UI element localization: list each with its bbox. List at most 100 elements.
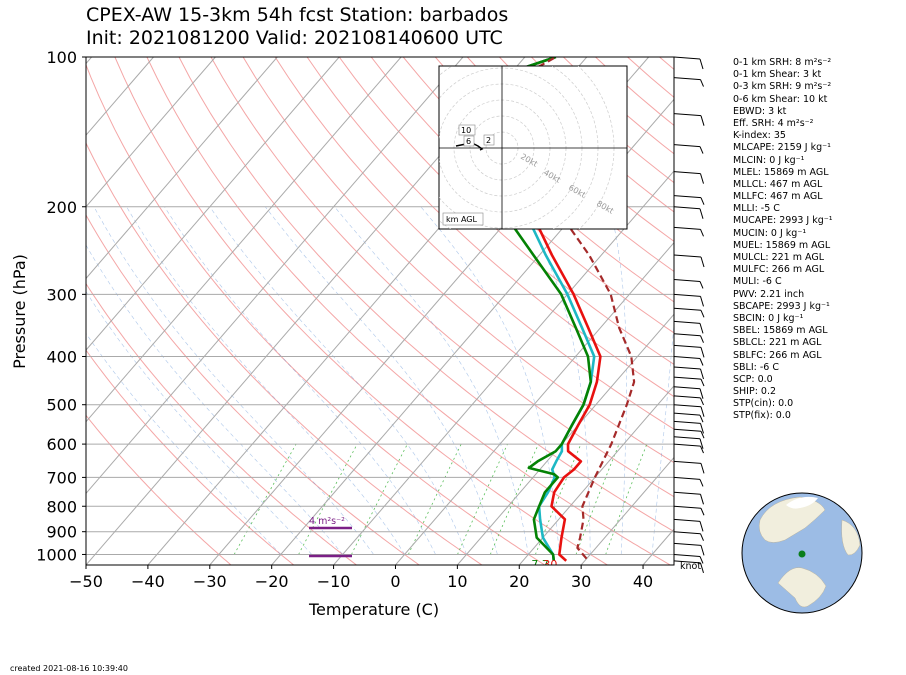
- sounding-index-line: MUCIN: 0 J kg⁻¹: [733, 227, 807, 239]
- wind-barbs: knot: [673, 56, 705, 573]
- wind-barb-flag: [699, 479, 704, 487]
- wind-barb-shaft: [673, 195, 702, 199]
- wind-barb-flag: [699, 208, 704, 219]
- globe-south-america: [777, 567, 827, 608]
- sounding-index-line: MULCL: 221 m AGL: [733, 252, 825, 263]
- sounding-index-line: SBLFC: 266 m AGL: [733, 349, 822, 361]
- wind-barb-flag: [699, 438, 704, 449]
- wind-barb-shaft: [673, 386, 701, 390]
- hodograph-height-box: [483, 134, 495, 146]
- sounding-index-line: STP(fix): 0.0: [733, 410, 791, 422]
- x-tick-label: −10: [317, 572, 351, 591]
- moist-adiabat: [86, 244, 343, 555]
- hodograph-title-box: [442, 212, 484, 226]
- x-tick-label: 30: [571, 572, 591, 591]
- sounding-index-line: 0-6 km Shear: 10 kt: [733, 93, 828, 105]
- hodograph-height-box: [463, 135, 475, 147]
- x-tick-label: 10: [447, 572, 467, 591]
- wind-barb-flag: [699, 556, 704, 564]
- y-tick-label: 100: [46, 48, 77, 67]
- wind-barb-flag: [700, 335, 704, 343]
- isotherm: [271, 98, 674, 565]
- plot-frame: [85, 56, 675, 566]
- wind-barb-shaft: [673, 144, 701, 148]
- wind-barb-flag: [699, 323, 704, 334]
- isotherm: [518, 385, 674, 565]
- y-tick-label: 600: [46, 435, 77, 454]
- sounding-index-line: MLLFC: 467 m AGL: [733, 191, 823, 203]
- wind-barb-flag: [699, 146, 704, 154]
- y-axis-label: Pressure (hPa): [9, 254, 29, 369]
- sounding-index-line: EBWD: 3 kt: [733, 105, 787, 117]
- x-tick-label: 20: [509, 572, 529, 591]
- pressure-axis: 100 200 300 400 500 600 700 800 900 1000: [36, 48, 86, 564]
- sounding-indices-panel: 0-1 km SRH: 8 m²s⁻² 0-1 km Shear: 3 kt 0-3…: [733, 57, 833, 423]
- dry-adiabat: [86, 349, 295, 565]
- wind-barb-shaft: [673, 344, 702, 348]
- hodograph-title: km AGL: [446, 215, 478, 224]
- sounding-index-line: SBLCL: 221 m AGL: [733, 337, 822, 349]
- wind-barb-shaft: [673, 420, 701, 424]
- wind-barb-shaft: [673, 206, 701, 210]
- wind-barb-flag: [700, 545, 705, 556]
- isotherm: [86, 57, 278, 280]
- wind-barb-flag: [699, 388, 704, 399]
- wind-barb-flag: [699, 521, 704, 532]
- parcel-trace-line: [489, 57, 636, 560]
- hodograph-height-label: 10: [461, 126, 471, 135]
- sounding-index-line: 0-1 km SRH: 8 m²s⁻²: [733, 57, 832, 68]
- globe-africa: [841, 519, 861, 556]
- moist-adiabat: [86, 332, 282, 555]
- sounding-index-line: SHIP: 0.2: [733, 386, 777, 398]
- wind-barb-shaft: [673, 376, 702, 380]
- y-tick-label: 500: [46, 396, 77, 415]
- sounding-index-line: MUEL: 15869 m AGL: [733, 239, 831, 251]
- wind-barb-flag: [700, 256, 705, 268]
- wind-barb-flag: [700, 423, 704, 434]
- wind-barb-flag: [700, 310, 705, 318]
- wind-barb-flag: [700, 229, 704, 237]
- wind-barb-flag: [700, 378, 705, 387]
- wind-barb-flag: [699, 358, 704, 366]
- sounding-index-line: MLEL: 15869 m AGL: [733, 166, 829, 178]
- station-location-marker: [798, 550, 806, 558]
- wind-barb-shaft: [673, 443, 701, 447]
- wind-barb-shaft: [673, 518, 701, 522]
- wind-barb-flag: [700, 430, 705, 439]
- dry-adiabat: [86, 414, 232, 565]
- wind-barb-shaft: [673, 491, 701, 495]
- y-tick-label: 700: [46, 468, 77, 487]
- wind-barb-flag: [700, 508, 705, 516]
- wind-barb-shaft: [673, 307, 702, 311]
- mixing-ratio-line: [575, 443, 620, 555]
- wind-barb-shaft: [673, 412, 701, 416]
- wind-barb-flag: [700, 79, 704, 87]
- wind-barb-flag: [699, 414, 704, 423]
- wind-barb-shaft: [673, 476, 701, 480]
- wind-barb-shaft: [673, 226, 701, 230]
- moist-adiabat: [86, 291, 312, 555]
- wind-barb-shaft: [673, 460, 702, 464]
- dry-adiabat: [242, 57, 674, 464]
- sounding-index-line: 0-3 km SRH: 9 m²s⁻²: [733, 81, 832, 93]
- sounding-index-line: K-index: 35: [733, 130, 786, 142]
- sounding-index-line: SBLI: -6 C: [733, 361, 779, 373]
- isotherm: [86, 57, 464, 495]
- wind-barb-shaft: [673, 542, 702, 546]
- sounding-index-line: MLCAPE: 2159 J kg⁻¹: [733, 142, 831, 154]
- sounding-index-line: SCP: 0.0: [733, 373, 773, 385]
- dry-adiabat: [274, 57, 674, 430]
- y-tick-label: 900: [46, 523, 77, 542]
- created-timestamp: created 2021-08-16 10:39:40: [10, 664, 128, 673]
- y-tick-label: 800: [46, 497, 77, 516]
- dry-adiabat: [114, 57, 608, 565]
- wind-barb-shaft: [673, 171, 701, 175]
- wind-barb-shaft: [673, 77, 701, 81]
- wind-barb-flag: [699, 281, 704, 289]
- dry-adiabat: [178, 57, 674, 533]
- dry-adiabat: [402, 57, 674, 303]
- y-tick-label: 200: [46, 198, 77, 217]
- sounding-index-line: PWV: 2.21 inch: [733, 288, 805, 300]
- isotherm: [580, 456, 674, 565]
